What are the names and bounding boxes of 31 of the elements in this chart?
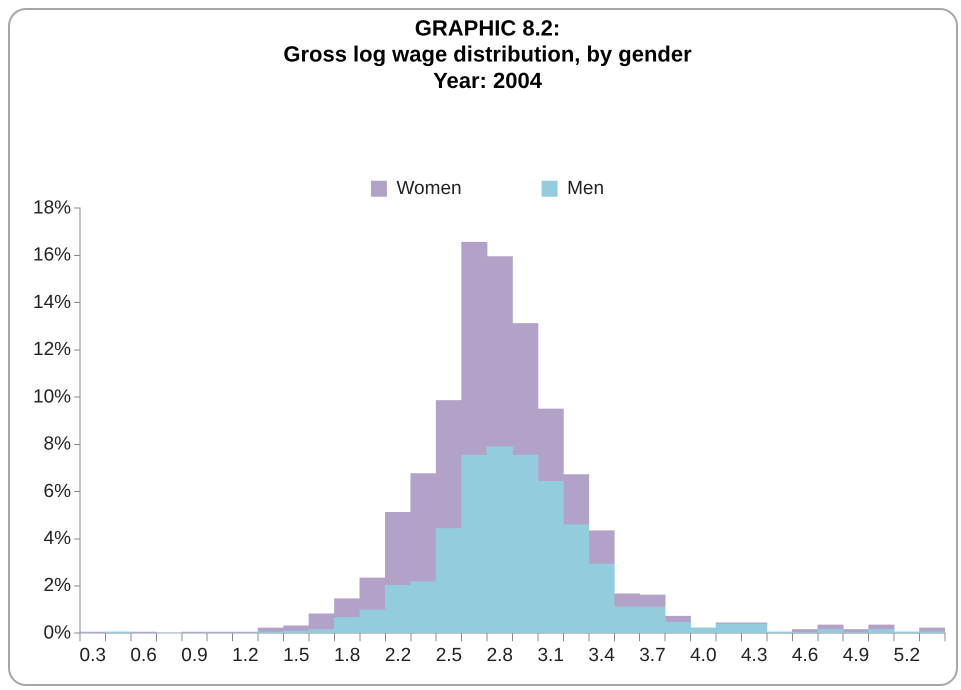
x-tick-label: 4.3 <box>740 644 768 666</box>
x-tick-label: 1.8 <box>334 644 360 666</box>
chart-title: GRAPHIC 8.2: Gross log wage distribution, by gender <box>283 15 692 67</box>
x-tick-label: 3.1 <box>537 644 564 666</box>
x-tick-label: 4.6 <box>792 644 818 666</box>
y-tick-label: 8% <box>44 434 72 455</box>
x-tick-label: 3.7 <box>639 644 666 666</box>
y-tick-label: 4% <box>44 528 72 549</box>
y-tick-label: 12% <box>32 339 72 360</box>
y-tick-label: 10% <box>32 386 72 408</box>
legend-label: Women <box>396 178 462 199</box>
y-tick-label: 16% <box>32 244 72 266</box>
x-tick-label: 4.9 <box>842 644 870 666</box>
x-tick-label: 2.8 <box>486 644 514 666</box>
x-tick-label: 1.2 <box>232 644 259 666</box>
legend-label: Men <box>567 178 604 199</box>
chart-subtitle: Year: 2004 <box>433 68 543 94</box>
x-tick-label: 0.6 <box>130 644 157 666</box>
x-tick-label: 3.4 <box>588 644 616 666</box>
y-tick-label: 18% <box>32 197 72 218</box>
x-tick-label: 2.2 <box>384 644 412 666</box>
x-tick-label: 5.2 <box>894 644 920 666</box>
x-tick-label: 4.0 <box>690 644 717 666</box>
y-tick-label: 6% <box>44 480 72 502</box>
x-tick-label: 0.9 <box>181 644 208 666</box>
x-tick-label: 0.3 <box>80 644 106 666</box>
y-tick-label: 14% <box>32 292 72 313</box>
y-tick-label: 0% <box>44 622 72 644</box>
y-tick-label: 2% <box>44 575 72 596</box>
x-tick-label: 1.5 <box>283 644 310 666</box>
x-tick-label: 2.5 <box>436 644 462 666</box>
